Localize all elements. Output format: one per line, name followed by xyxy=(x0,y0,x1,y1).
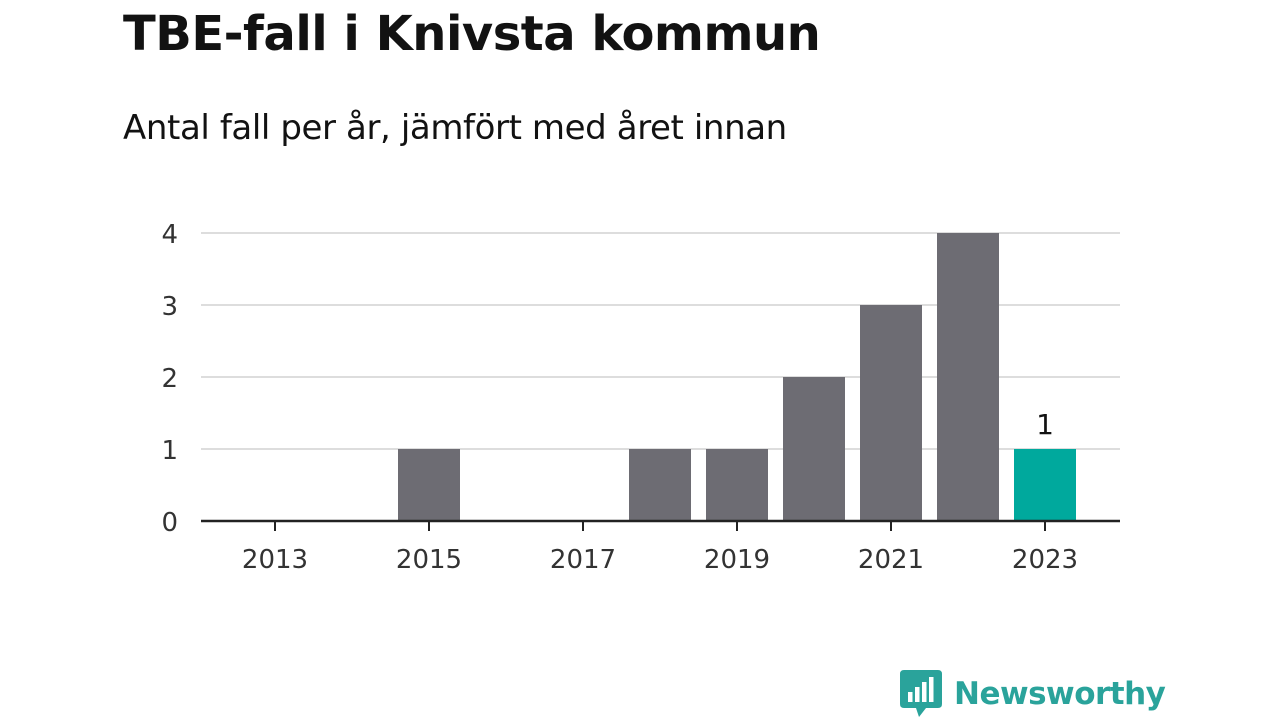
bar-2021 xyxy=(860,305,922,521)
y-tick-label-1: 1 xyxy=(161,436,178,466)
data-label-2023: 1 xyxy=(1036,408,1054,441)
x-tick-label-2021: 2021 xyxy=(858,545,924,575)
y-tick-label-0: 0 xyxy=(161,508,178,538)
bar-2018 xyxy=(629,449,691,521)
x-tick-label-2023: 2023 xyxy=(1012,545,1078,575)
newsworthy-logo-icon xyxy=(900,670,942,717)
bar-2015 xyxy=(398,449,460,521)
x-tick-label-2013: 2013 xyxy=(242,545,308,575)
x-tick-label-2015: 2015 xyxy=(396,545,462,575)
x-tick-label-2017: 2017 xyxy=(550,545,616,575)
y-tick-label-2: 2 xyxy=(161,364,178,394)
bar-2022 xyxy=(937,233,999,521)
x-tick-label-2019: 2019 xyxy=(704,545,770,575)
brand-name: Newsworthy xyxy=(954,676,1166,712)
brand-logo: Newsworthy xyxy=(900,668,1166,720)
bar-2023 xyxy=(1014,449,1076,521)
bar-2019 xyxy=(706,449,768,521)
y-tick-label-3: 3 xyxy=(161,292,178,322)
chart-subtitle: Antal fall per år, jämfört med året inna… xyxy=(123,108,787,148)
y-tick-label-4: 4 xyxy=(161,220,178,250)
bar-2020 xyxy=(783,377,845,521)
chart-title: TBE-fall i Knivsta kommun xyxy=(123,6,821,62)
